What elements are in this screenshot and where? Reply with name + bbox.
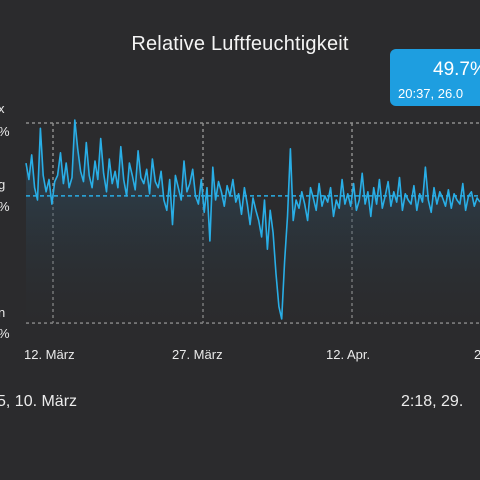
x-tick-label-0: 12. März: [24, 347, 75, 362]
x-tick-label-3: 2: [474, 347, 480, 362]
x-tick-label-1: 27. März: [172, 347, 223, 362]
chart-title: Relative Luftfeuchtigkeit: [131, 33, 349, 55]
y-label-min-value: %: [0, 326, 10, 341]
tooltip-timestamp: 20:37, 26.0: [398, 86, 464, 101]
range-end-label: 2:18, 29.: [401, 393, 464, 410]
y-label-avg-value: %: [0, 199, 10, 214]
tooltip-value: 49.7%: [433, 59, 480, 80]
range-start-label: 5, 10. März: [0, 393, 78, 410]
humidity-area: [26, 120, 480, 323]
y-label-max-tag: x: [0, 101, 5, 116]
y-label-avg-tag: g: [0, 177, 6, 192]
y-label-max-value: %: [0, 124, 10, 139]
humidity-series-line: [25, 119, 480, 320]
y-label-min-tag: n: [0, 305, 6, 320]
x-tick-label-2: 12. Apr.: [326, 347, 371, 362]
value-tooltip: 49.7% 20:37, 26.0: [390, 49, 480, 106]
